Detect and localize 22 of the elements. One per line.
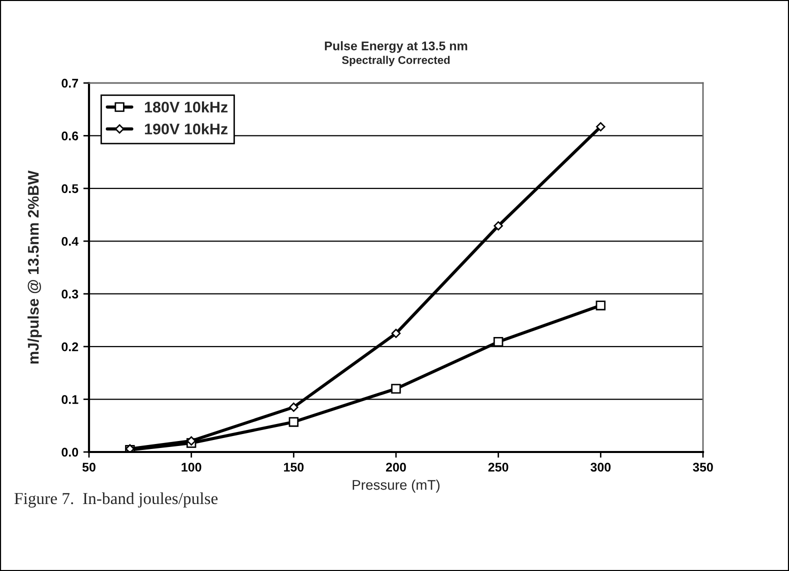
caption: Figure 7. In-band joules/pulse xyxy=(14,492,218,508)
x-tick-label: 200 xyxy=(386,462,406,472)
x-tick-label: 250 xyxy=(488,462,508,472)
x-axis-title: Pressure (mT) xyxy=(352,480,440,493)
x-tick-label: 350 xyxy=(692,462,713,472)
y-tick-label: 0.0 xyxy=(62,448,78,457)
y-tick-label: 0.3 xyxy=(62,290,78,299)
y-tick-label: 0.4 xyxy=(62,236,79,246)
chart-subtitle: Spectrally Corrected xyxy=(342,56,450,66)
legend-label: 190V 10kHz xyxy=(144,123,228,134)
y-axis-title: mJ/pulse @ 13.5nm 2%BW xyxy=(28,170,42,364)
y-tick-label: 0.7 xyxy=(62,78,78,88)
y-tick-label: 0.2 xyxy=(62,342,78,352)
x-tick-label: 100 xyxy=(182,462,202,472)
x-tick-label: 150 xyxy=(284,462,304,472)
y-tick-label: 0.5 xyxy=(62,184,78,194)
x-tick-label: 50 xyxy=(82,462,96,472)
y-tick-label: 0.1 xyxy=(62,395,78,404)
x-tick-label: 300 xyxy=(590,462,611,472)
y-tick-label: 0.6 xyxy=(62,132,78,140)
chart-title: Pulse Energy at 13.5 nm xyxy=(324,41,468,53)
legend-label: 180V 10kHz xyxy=(144,101,228,113)
